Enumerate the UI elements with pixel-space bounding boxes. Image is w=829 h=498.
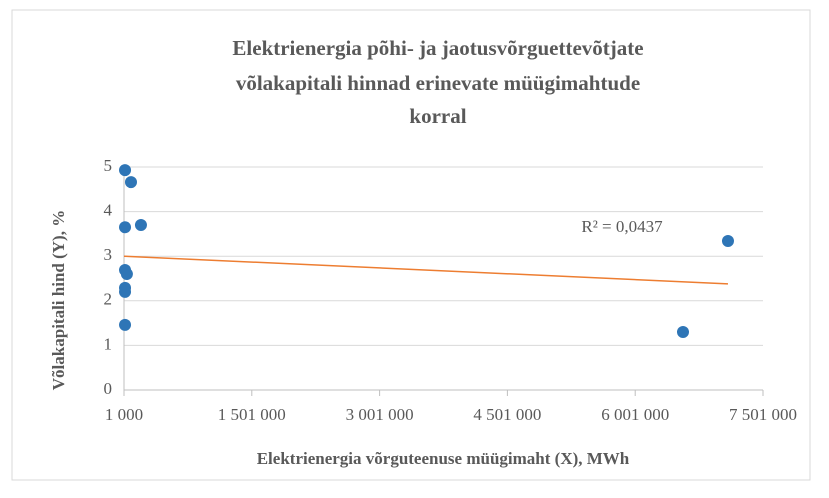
y-tick-label: 2 xyxy=(104,290,113,309)
y-tick-label: 4 xyxy=(104,201,113,220)
chart-title: korral xyxy=(409,104,466,128)
y-axis-title: Võlakapitali hind (Y), % xyxy=(49,210,68,390)
x-tick-label: 3 001 000 xyxy=(346,405,414,424)
x-axis-title: Elektrienergia võrguteenuse müügimaht (X… xyxy=(257,449,630,468)
point xyxy=(119,318,132,331)
y-tick-label: 3 xyxy=(104,245,113,264)
point xyxy=(124,176,137,189)
chart-title: Elektrienergia põhi- ja jaotusvõrguettev… xyxy=(232,36,643,60)
x-tick-label: 1 501 000 xyxy=(218,405,286,424)
y-tick-label: 5 xyxy=(104,156,113,175)
chart-title: võlakapitali hinnad erinevate müügimahtu… xyxy=(236,71,640,95)
point xyxy=(119,285,132,298)
point xyxy=(119,164,132,177)
x-tick-label: 1 000 xyxy=(105,405,143,424)
point xyxy=(721,235,734,248)
point xyxy=(120,268,133,281)
x-tick-label: 7 501 000 xyxy=(729,405,797,424)
x-tick-label: 6 001 000 xyxy=(601,405,669,424)
chart-border xyxy=(11,9,811,481)
y-tick-label: 0 xyxy=(104,379,113,398)
trendline xyxy=(123,255,729,285)
y-tick-label: 1 xyxy=(104,334,113,353)
point xyxy=(119,221,132,234)
point xyxy=(676,326,689,339)
x-tick-label: 4 501 000 xyxy=(473,405,541,424)
annotation: R² = 0,0437 xyxy=(581,217,663,236)
point xyxy=(134,218,147,231)
